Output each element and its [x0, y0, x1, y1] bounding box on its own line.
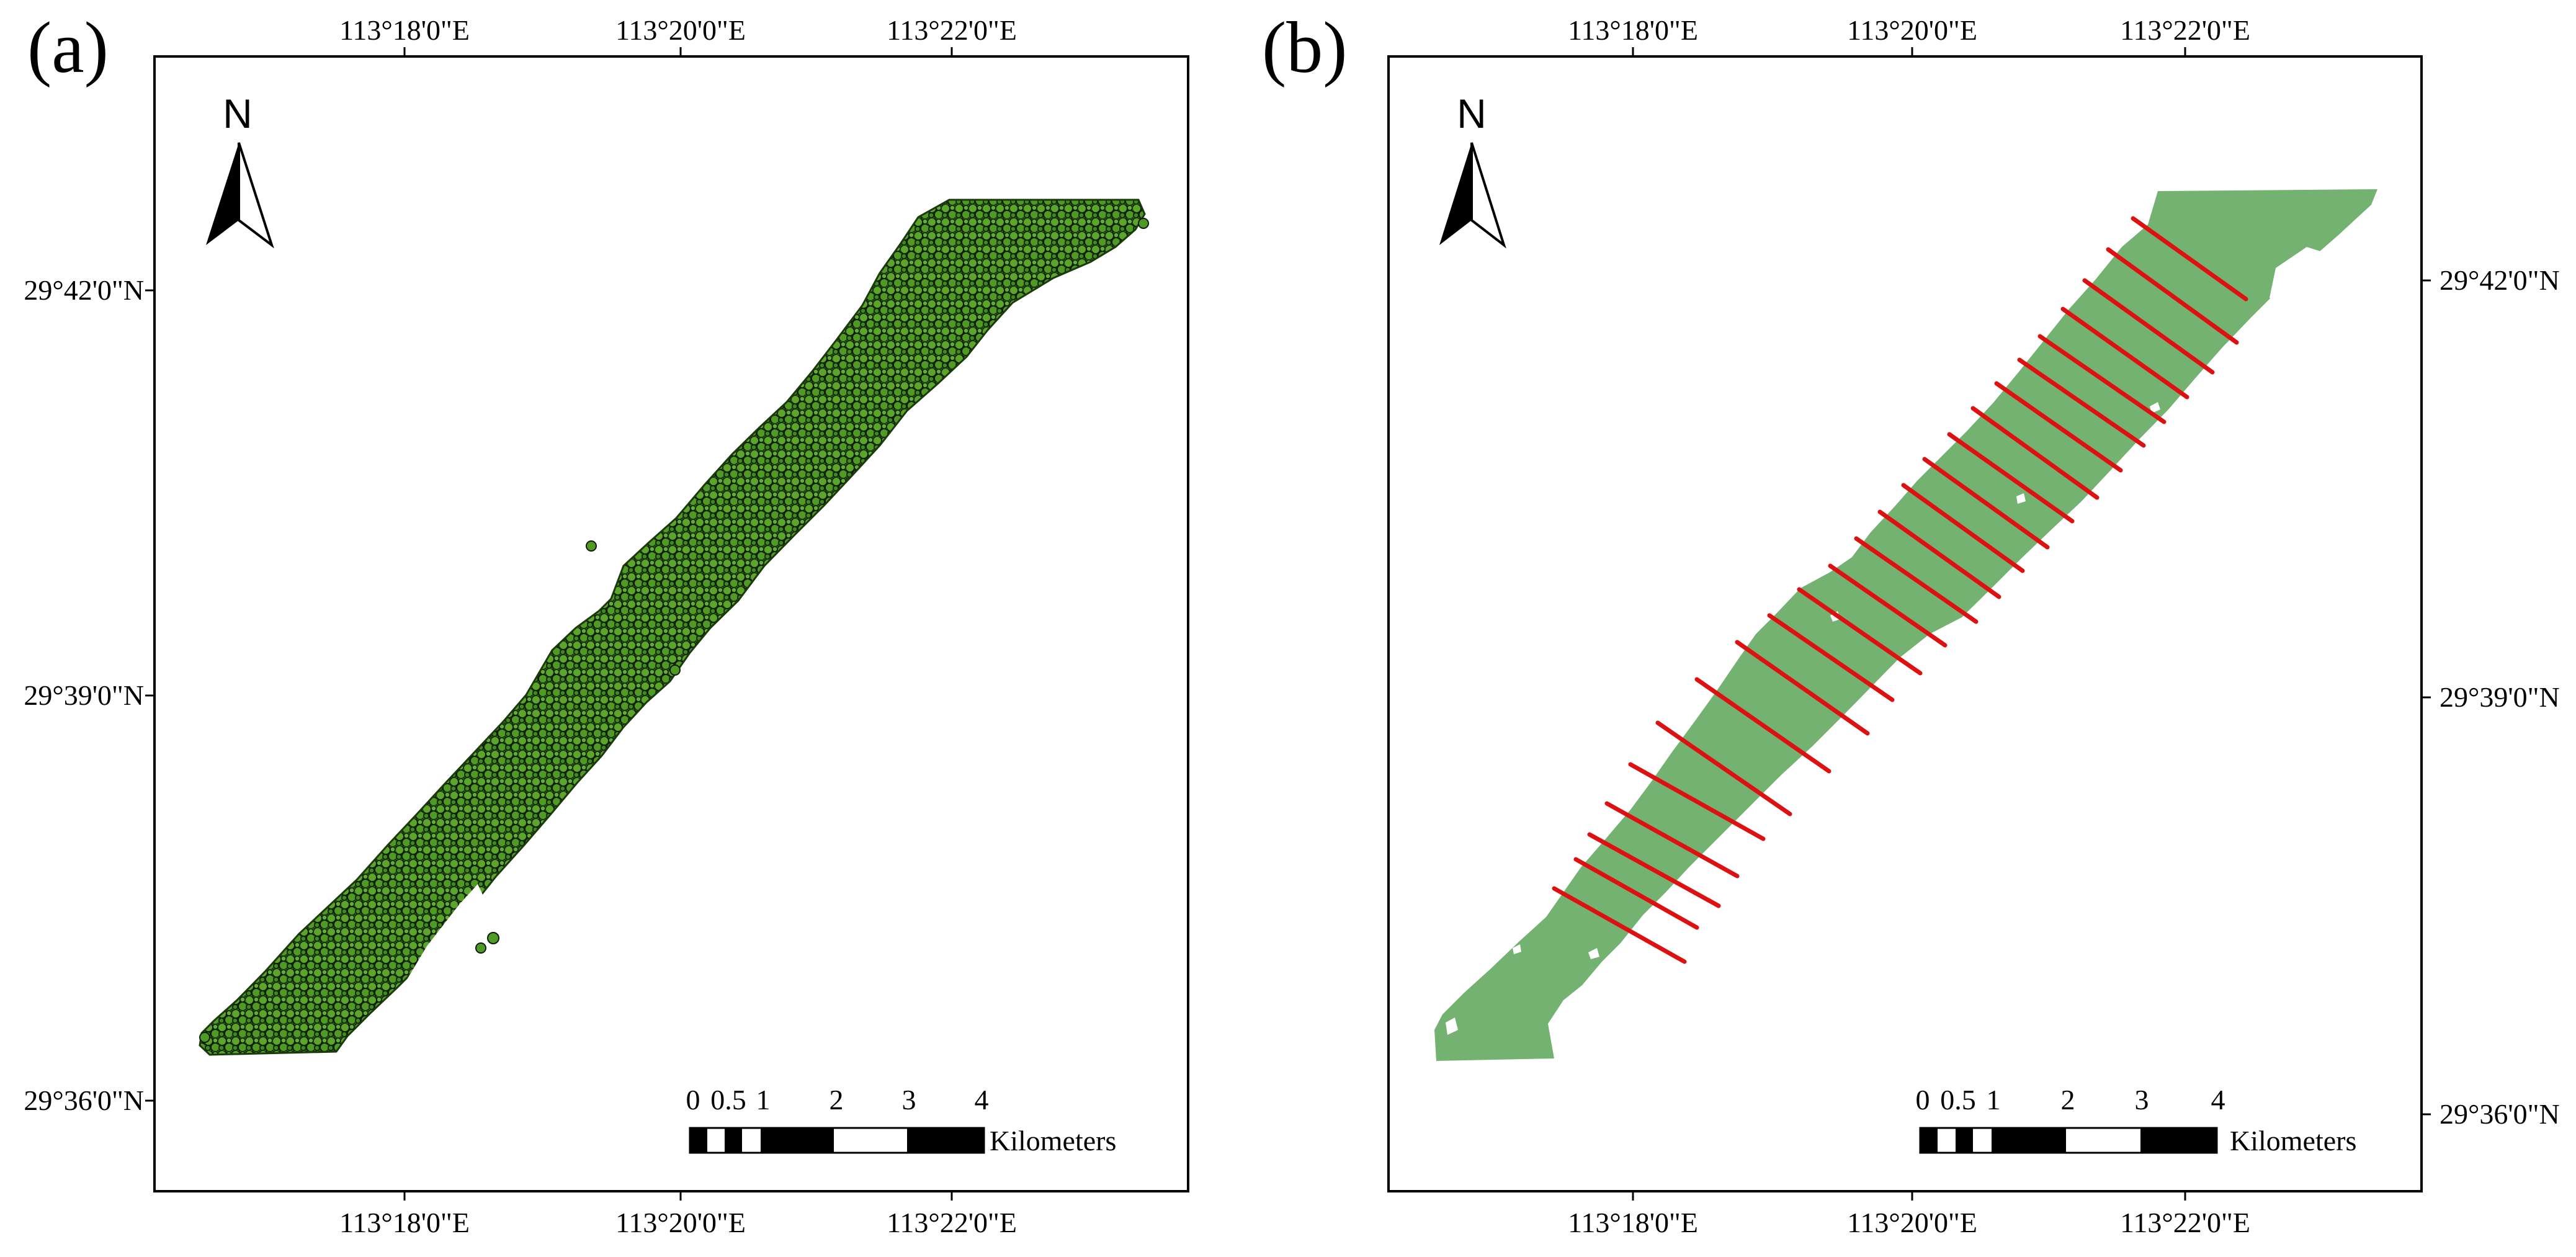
panel-b-river-raster — [1434, 189, 2377, 1061]
panel-b-frame — [1387, 55, 2423, 1192]
panel-a-left-tick-3: 29°36'0"N — [24, 1085, 144, 1116]
panel-b-tick-marks — [1632, 47, 2431, 1201]
panel-a-top-tick-3: 113°22'0"E — [887, 14, 1017, 46]
panel-a-tick-marks — [145, 47, 953, 1201]
panel-a-north-arrow-icon — [206, 142, 274, 249]
panel-b-north-label: N — [1457, 91, 1487, 136]
panel-b-scale-label-4: 4 — [2211, 1084, 2225, 1116]
panel-b-scale-unit: Kilometers — [2230, 1125, 2357, 1156]
panel-b-bottom-tick-2: 113°20'0"E — [1847, 1207, 1977, 1238]
panel-a-left-tick-1: 29°42'0"N — [24, 274, 144, 306]
panel-b-scale-bar — [1919, 1127, 2218, 1154]
panel-b-scale-label-2: 2 — [2060, 1084, 2075, 1116]
panel-b-letter: (b) — [1262, 7, 1348, 88]
panel-b-top-tick-3: 113°22'0"E — [2120, 14, 2250, 46]
panel-a-left-tick-2: 29°39'0"N — [24, 679, 144, 711]
panel-b-bottom-tick-1: 113°18'0"E — [1568, 1207, 1698, 1238]
panel-a-bottom-tick-3: 113°22'0"E — [887, 1207, 1017, 1238]
panel-b-bottom-tick-3: 113°22'0"E — [2120, 1207, 2250, 1238]
panel-a-scale-bar — [689, 1127, 985, 1154]
panel-b-right-tick-3: 29°36'0"N — [2440, 1098, 2560, 1130]
panel-b-right-tick-1: 29°42'0"N — [2440, 264, 2560, 296]
panel-a-scale-unit: Kilometers — [990, 1125, 1117, 1156]
panel-a-letter: (a) — [27, 7, 109, 88]
panel-b-right-tick-2: 29°39'0"N — [2440, 681, 2560, 713]
panel-b-scale-label-3: 3 — [2134, 1084, 2149, 1116]
panel-b-top-tick-1: 113°18'0"E — [1568, 14, 1698, 46]
panel-a-frame — [153, 55, 1189, 1192]
panel-a-survey-points — [199, 199, 1149, 1056]
panel-b-north-arrow-icon — [1439, 142, 1506, 249]
panel-a-bottom-tick-2: 113°20'0"E — [615, 1207, 746, 1238]
panel-a-scale-label-1: 1 — [756, 1084, 771, 1116]
panel-a-top-tick-1: 113°18'0"E — [339, 14, 470, 46]
panel-b-scale-label-0: 0 — [1915, 1084, 1930, 1116]
panel-b-top-tick-2: 113°20'0"E — [1847, 14, 1977, 46]
panel-a-scale-label-3: 3 — [901, 1084, 916, 1116]
panel-a-scale-label-0-5: 0.5 — [710, 1084, 746, 1116]
panel-a-scale-label-0: 0 — [686, 1084, 700, 1116]
panel-b-scale-label-1: 1 — [1986, 1084, 2001, 1116]
panel-a-scale-label-4: 4 — [974, 1084, 989, 1116]
panel-b-scale-label-0-5: 0.5 — [1940, 1084, 1976, 1116]
panel-a-top-tick-2: 113°20'0"E — [615, 14, 746, 46]
panel-b-transect-lines — [1552, 216, 2248, 964]
panel-a-bottom-tick-1: 113°18'0"E — [339, 1207, 470, 1238]
panel-a-scale-label-2: 2 — [829, 1084, 844, 1116]
panel-a-north-label: N — [223, 91, 253, 136]
